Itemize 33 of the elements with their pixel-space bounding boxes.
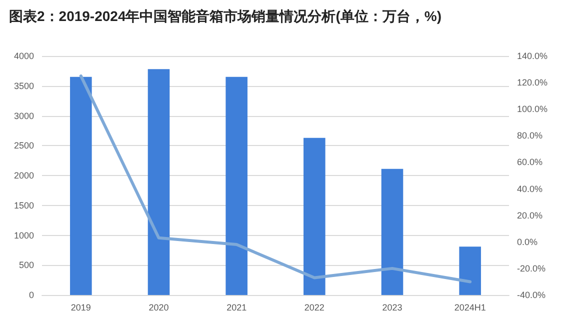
y-tick-label: 2500 bbox=[14, 140, 34, 151]
y-tick-label: 2000 bbox=[14, 170, 34, 180]
x-tick-label: 2019 bbox=[70, 302, 91, 312]
y2-tick-label: 80.0% bbox=[517, 130, 543, 141]
x-tick-label: 2022 bbox=[304, 302, 324, 312]
y-tick-label: 0 bbox=[28, 290, 34, 300]
chart-title: 图表2：2019-2024年中国智能音箱市场销量情况分析(单位：万台，%) bbox=[9, 8, 442, 24]
y-tick-label: 500 bbox=[18, 260, 34, 270]
x-tick-label: 2021 bbox=[226, 302, 247, 312]
y2-tick-label: -40.0% bbox=[517, 290, 546, 300]
y2-tick-label: 100.0% bbox=[517, 104, 548, 114]
x-tick-label: 2023 bbox=[382, 302, 402, 312]
bar bbox=[148, 69, 170, 295]
line-series bbox=[79, 74, 472, 284]
x-tick-label: 2024H1 bbox=[454, 302, 486, 312]
y2-tick-label: -20.0% bbox=[517, 263, 546, 274]
x-tick-label: 2020 bbox=[148, 302, 169, 312]
y2-tick-label: 20.0% bbox=[517, 210, 543, 220]
bar bbox=[381, 168, 404, 295]
bar bbox=[304, 138, 326, 295]
y-tick-label: 4000 bbox=[14, 51, 34, 61]
y-tick-label: 1500 bbox=[14, 200, 34, 210]
y-tick-label: 1000 bbox=[14, 230, 34, 240]
bar bbox=[70, 76, 92, 295]
y2-tick-label: 40.0% bbox=[517, 184, 543, 194]
y-tick-label: 3000 bbox=[14, 110, 34, 121]
y2-tick-label: 120.0% bbox=[517, 78, 548, 88]
y2-tick-label: 60.0% bbox=[517, 157, 543, 168]
y2-tick-label: 140.0% bbox=[517, 51, 548, 61]
y-tick-label: 3500 bbox=[14, 80, 34, 91]
bar bbox=[226, 76, 248, 295]
y2-tick-label: 0.0% bbox=[517, 236, 538, 247]
bar bbox=[459, 246, 481, 295]
